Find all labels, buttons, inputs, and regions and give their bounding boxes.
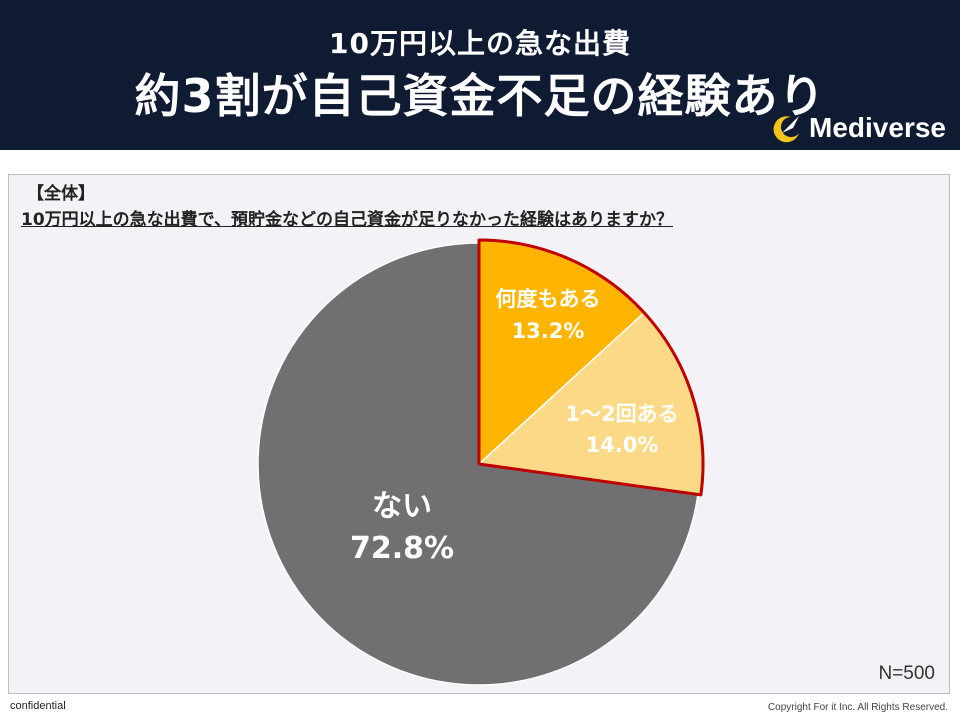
footer-copyright: Copyright For it Inc. All Rights Reserve…	[767, 702, 948, 713]
footer-confidential: confidential	[10, 700, 66, 712]
sample-size-label: N=500	[878, 663, 935, 684]
logo-moon-icon	[773, 116, 800, 143]
title-line-2: 約3割が自己資金不足の経験あり	[134, 69, 826, 123]
title-line-1: 10万円以上の急な出費	[329, 27, 631, 60]
pie-label-never: ない	[372, 489, 432, 524]
pie-value-never: 72.8%	[350, 531, 454, 566]
brand-logo: Mediverse	[769, 110, 946, 146]
pie-label-once-or-twice: 1～2回ある	[565, 402, 678, 426]
pie-value-once-or-twice: 14.0%	[586, 433, 659, 457]
logo-text: Mediverse	[809, 112, 946, 143]
header-banner: 10万円以上の急な出費 約3割が自己資金不足の経験あり Mediverse	[0, 0, 960, 150]
pie-label-many-times: 何度もある	[496, 287, 601, 311]
pie-value-many-times: 13.2%	[512, 319, 585, 343]
survey-question: 10万円以上の急な出費で、預貯金などの自己資金が足りなかった経験はありますか？	[21, 210, 673, 230]
segment-label: 【全体】	[27, 184, 95, 204]
highlight-outline	[477, 238, 705, 497]
